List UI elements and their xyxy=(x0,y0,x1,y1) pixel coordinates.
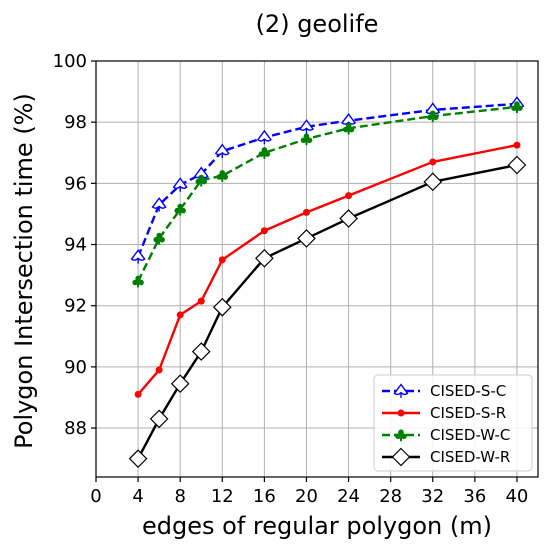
data-point xyxy=(342,122,355,135)
y-tick-label: 94 xyxy=(64,235,87,256)
series-cised-s-r xyxy=(134,141,521,398)
data-point xyxy=(170,374,190,394)
legend-item: CISED-W-R xyxy=(382,447,510,467)
data-point xyxy=(191,342,211,361)
legend-item: CISED-W-C xyxy=(382,426,510,444)
x-axis-title: edges of regular polygon (m) xyxy=(142,512,492,540)
data-point xyxy=(197,297,205,305)
x-tick-label: 24 xyxy=(337,486,360,507)
data-point xyxy=(302,208,310,216)
data-point xyxy=(397,409,405,417)
x-tick-label: 36 xyxy=(463,486,486,507)
data-point xyxy=(297,229,316,248)
series-cised-w-r xyxy=(128,155,527,468)
data-point xyxy=(255,248,274,268)
data-point xyxy=(393,383,409,398)
y-tick-label: 92 xyxy=(64,296,87,317)
data-point xyxy=(195,174,207,187)
y-tick-label: 98 xyxy=(64,112,87,133)
y-tick-label: 96 xyxy=(64,173,87,194)
data-point xyxy=(391,447,411,467)
data-point xyxy=(155,366,163,374)
data-point xyxy=(134,390,142,398)
y-axis-title: Polygon Intersection time (%) xyxy=(10,93,38,449)
series-line xyxy=(137,163,518,460)
y-tick-label: 100 xyxy=(53,51,87,72)
x-tick-label: 40 xyxy=(505,486,528,507)
x-tick-label: 16 xyxy=(253,486,276,507)
x-tick-label: 28 xyxy=(379,486,402,507)
series-cised-w-c xyxy=(132,101,523,288)
data-point xyxy=(174,203,186,216)
x-tick-label: 32 xyxy=(421,486,444,507)
series-lines xyxy=(128,96,527,468)
data-point xyxy=(427,110,439,123)
data-point xyxy=(423,172,443,192)
data-point xyxy=(258,147,271,159)
data-point xyxy=(256,129,272,145)
legend-label: CISED-S-R xyxy=(430,404,506,422)
data-point xyxy=(153,232,165,245)
legend-item: CISED-S-R xyxy=(382,404,506,422)
data-point xyxy=(260,227,268,235)
x-tick-label: 0 xyxy=(90,486,101,507)
data-point xyxy=(130,249,146,264)
chart-title: (2) geolife xyxy=(256,10,379,38)
data-point xyxy=(172,177,188,192)
series-line xyxy=(137,105,518,282)
x-tick-label: 4 xyxy=(132,486,143,507)
x-tick-label: 20 xyxy=(295,486,318,507)
data-point xyxy=(513,141,521,149)
data-point xyxy=(339,209,358,228)
data-point xyxy=(151,197,167,212)
data-point xyxy=(176,311,184,319)
series-line xyxy=(137,143,518,396)
y-tick-label: 90 xyxy=(64,357,87,378)
legend-label: CISED-W-R xyxy=(430,448,510,466)
data-point xyxy=(299,119,314,134)
data-point xyxy=(212,297,232,317)
x-tick-label: 8 xyxy=(174,486,185,507)
data-point xyxy=(149,409,169,429)
plot-frame xyxy=(95,60,539,478)
legend-box xyxy=(373,374,533,472)
data-point xyxy=(429,158,437,166)
data-point xyxy=(395,429,407,442)
y-tick-label: 88 xyxy=(64,418,87,439)
data-point xyxy=(132,275,144,288)
legend-label: CISED-W-C xyxy=(430,426,510,444)
data-point xyxy=(507,155,527,175)
legend: CISED-S-C CISED-S-R CISED-W-C CISED-W-R xyxy=(373,374,533,472)
data-point xyxy=(216,170,229,182)
data-point xyxy=(345,192,353,200)
x-tick-label: 12 xyxy=(211,486,234,507)
data-point xyxy=(214,143,230,159)
data-point xyxy=(128,449,148,468)
legend-item: CISED-S-C xyxy=(382,382,506,400)
series-line xyxy=(136,102,518,258)
data-point xyxy=(218,256,226,264)
legend-label: CISED-S-C xyxy=(430,382,506,400)
data-point xyxy=(300,133,313,146)
data-point xyxy=(511,101,523,114)
axes: 0 4 8 12 16 20 24 28 32 36 40 88 90 92 94 96 98 100 xyxy=(53,51,539,507)
